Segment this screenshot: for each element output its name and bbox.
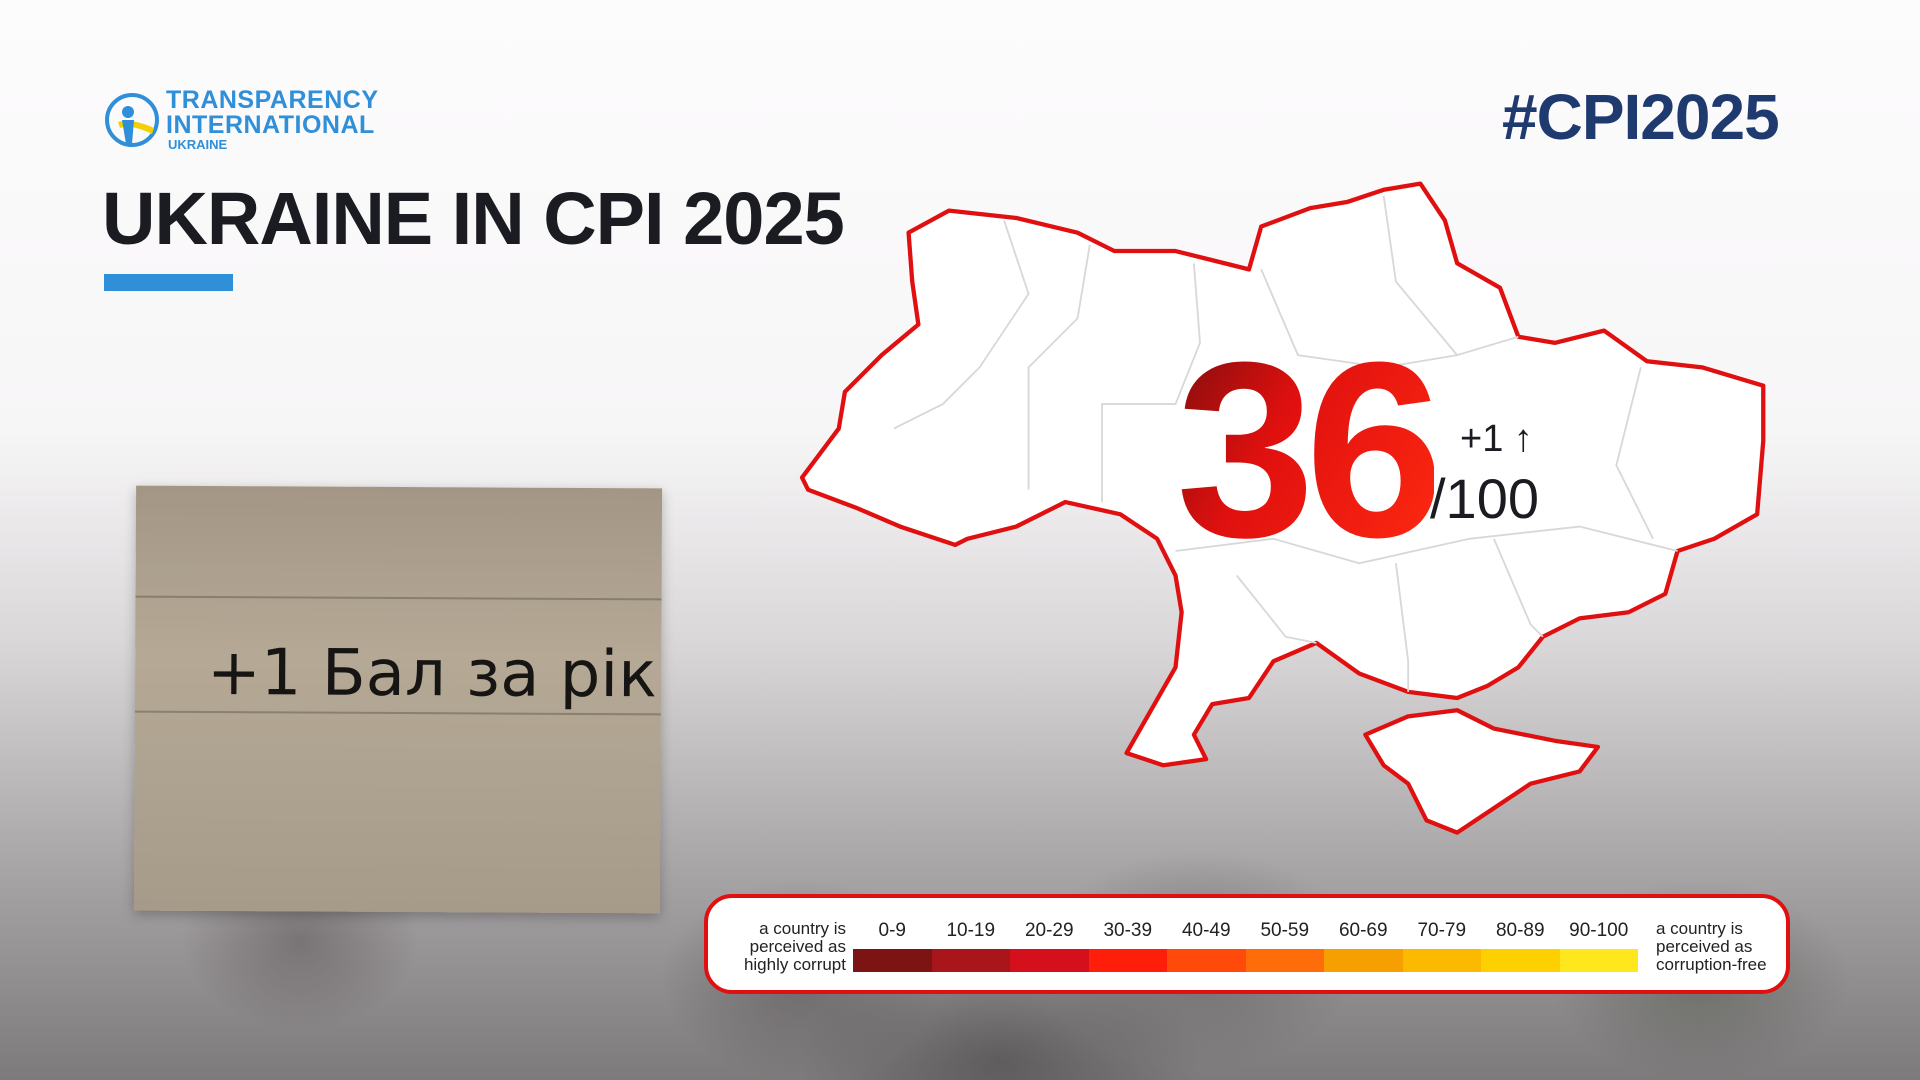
sign-text: +1 Бал за рік <box>206 636 658 713</box>
cardboard-protest-sign: +1 Бал за рік <box>133 485 663 914</box>
legend-color-swatch <box>853 949 932 972</box>
hashtag: #CPI2025 <box>1502 81 1780 153</box>
cpi-scale-legend: a country is perceived as highly corrupt… <box>704 894 1790 994</box>
legend-color-swatch <box>1167 949 1246 972</box>
globe-icon <box>105 92 159 147</box>
legend-range: 10-19 <box>946 920 996 941</box>
legend-color-swatch <box>1010 949 1089 972</box>
legend-right-label: a country is perceived as corruption-fre… <box>1656 919 1767 974</box>
logo-line-2: INTERNATIONAL <box>166 111 375 139</box>
legend-color-swatch <box>931 949 1010 972</box>
legend-range-labels: 0-9 10-19 20-29 30-39 40-49 50-59 60-69 … <box>853 920 1638 942</box>
legend-range: 30-39 <box>1103 920 1153 941</box>
legend-range: 50-59 <box>1260 920 1310 941</box>
legend-range: 90-100 <box>1569 920 1629 941</box>
legend-range: 40-49 <box>1181 920 1231 941</box>
legend-color-swatch <box>1088 949 1167 972</box>
legend-color-swatch <box>1245 949 1324 972</box>
legend-range: 70-79 <box>1417 920 1467 941</box>
title-underline <box>104 274 233 291</box>
legend-range: 60-69 <box>1338 920 1388 941</box>
legend-range: 20-29 <box>1024 920 1074 941</box>
logo-line-3: UKRAINE <box>168 137 228 152</box>
legend-color-swatch <box>1402 949 1481 972</box>
legend-color-swatch <box>1481 949 1560 972</box>
legend-color-bar <box>853 949 1638 972</box>
transparency-international-logo: TRANSPARENCY INTERNATIONAL UKRAINE <box>104 88 379 151</box>
cpi-score: 36 <box>1176 310 1444 589</box>
oblast-borders <box>893 195 1678 692</box>
logo-line-1: TRANSPARENCY <box>166 86 379 114</box>
legend-left-label: a country is perceived as highly corrupt <box>743 919 846 974</box>
crimea-outline <box>1363 708 1601 835</box>
score-change: +1 ↑ <box>1460 418 1533 460</box>
legend-color-swatch <box>1559 949 1638 972</box>
legend-range: 0-9 <box>878 920 906 941</box>
page-title: UKRAINE IN CPI 2025 <box>102 177 845 260</box>
score-max: /100 <box>1430 467 1539 530</box>
legend-color-swatch <box>1324 949 1403 972</box>
legend-range: 80-89 <box>1495 920 1545 941</box>
